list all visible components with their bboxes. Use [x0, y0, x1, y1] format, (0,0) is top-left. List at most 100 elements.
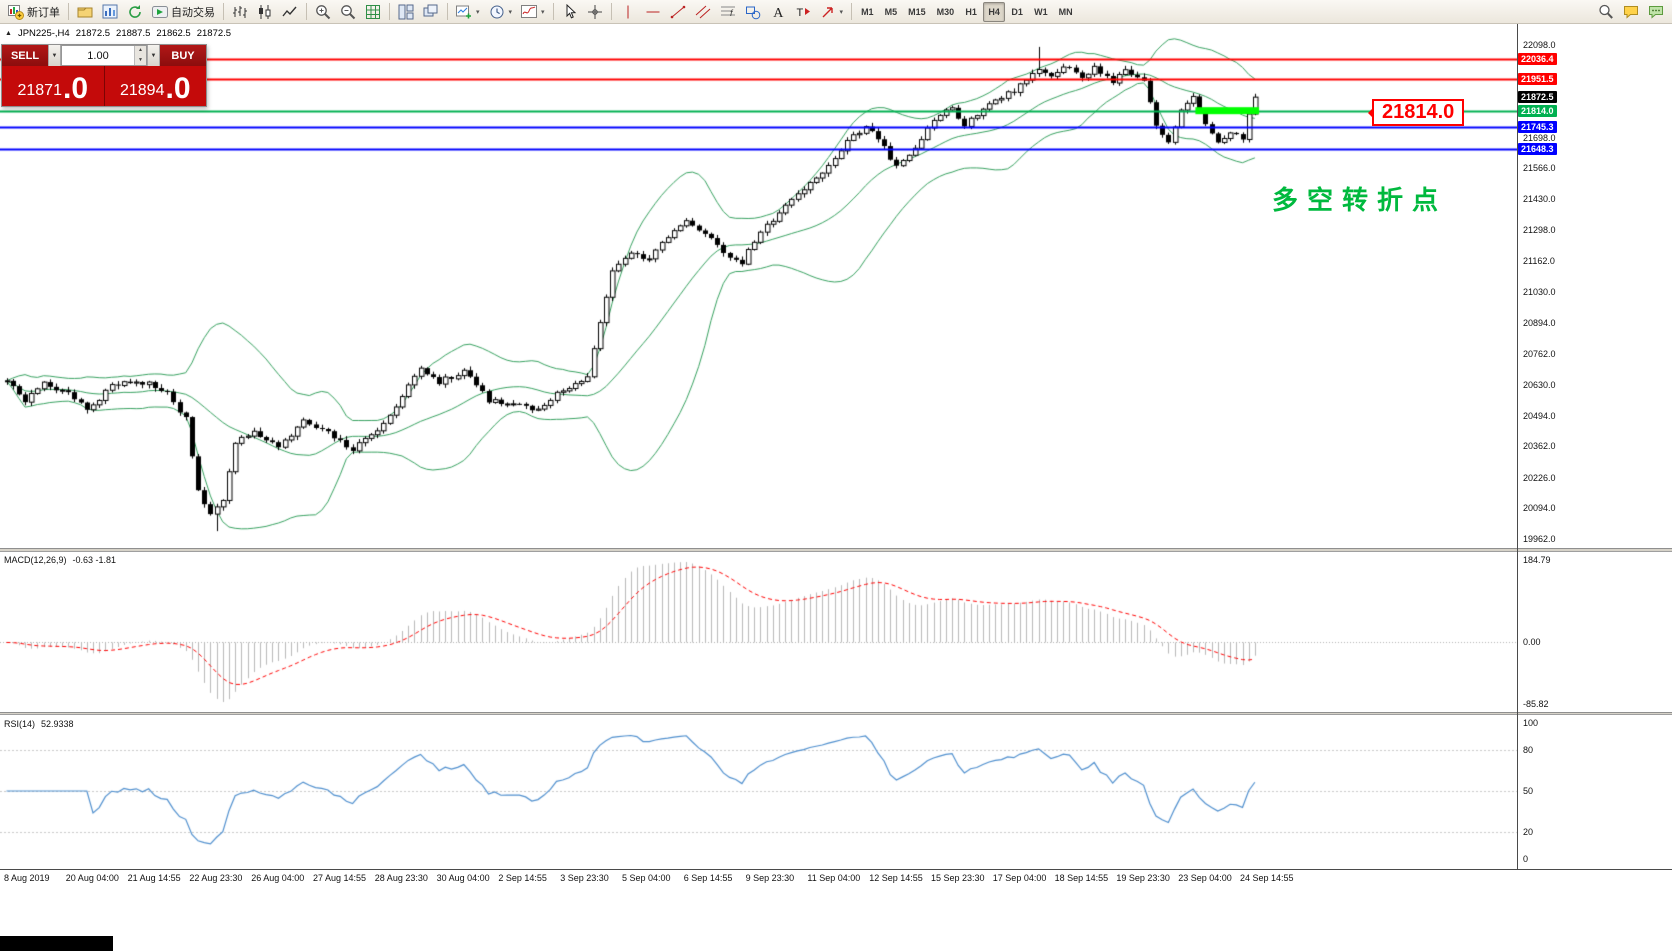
market-watch-button[interactable]	[98, 2, 122, 22]
timeframe-w1-button[interactable]: W1	[1034, 6, 1048, 17]
autotrading-button[interactable]: 自动交易	[148, 2, 219, 22]
chat-button[interactable]	[1619, 2, 1643, 22]
charts-profile-button[interactable]	[73, 2, 97, 22]
time-axis-label: 23 Sep 04:00	[1178, 873, 1232, 883]
time-axis-label: 11 Sep 04:00	[807, 873, 861, 883]
mql5-community-button[interactable]	[1644, 2, 1668, 22]
arrows-tool-button[interactable]: ▾	[816, 2, 848, 22]
timeframe-m30-button[interactable]: M30	[936, 6, 955, 17]
volume-down-button[interactable]: ▼	[135, 55, 146, 65]
rsi-canvas[interactable]	[0, 715, 1517, 869]
sell-price-button[interactable]: 21871.0	[2, 66, 105, 106]
time-axis-label: 30 Aug 04:00	[436, 873, 490, 883]
text-tool-button[interactable]: A	[766, 2, 790, 22]
sell-options-caret-icon[interactable]: ▼	[48, 45, 61, 66]
timeframe-h1-button[interactable]: H1	[965, 6, 977, 17]
candlestick-mode-icon	[257, 4, 273, 20]
macd-panel-separator[interactable]	[0, 548, 1672, 552]
time-axis-label: 8 Aug 2019	[4, 873, 50, 883]
text-label-tool-button[interactable]: T	[791, 2, 815, 22]
toolbar-separator	[389, 3, 390, 20]
data-refresh-button[interactable]	[123, 2, 147, 22]
zoom-in-button[interactable]	[311, 2, 335, 22]
text-tool-icon: A	[770, 4, 786, 20]
zoom-out-button[interactable]	[336, 2, 360, 22]
volume-spinner: ▲ ▼	[134, 46, 146, 65]
time-axis-label: 15 Sep 23:30	[931, 873, 985, 883]
cursor-tool-button[interactable]	[558, 2, 582, 22]
tile-windows-button[interactable]	[394, 2, 418, 22]
arrows-tool-caret-icon[interactable]: ▾	[839, 8, 844, 16]
text-label-tool-icon: T	[795, 4, 811, 20]
chart-grid-button[interactable]	[361, 2, 385, 22]
timeframe-h4-button[interactable]: H4	[983, 1, 1006, 22]
cursor-tool-icon	[562, 3, 578, 20]
price-tick-label: 20494.0	[1523, 410, 1556, 421]
timeframe-d1-button[interactable]: D1	[1011, 6, 1023, 17]
buy-price-main: 21894	[119, 82, 165, 99]
bar-chart-mode-button[interactable]	[228, 2, 252, 22]
price-tick-label: 21430.0	[1523, 194, 1556, 205]
vertical-line-tool-button[interactable]	[616, 2, 640, 22]
rsi-name: RSI(14)	[4, 719, 36, 729]
rsi-panel-separator[interactable]	[0, 712, 1672, 715]
chart-periods-button[interactable]: ▾	[485, 2, 517, 22]
bar-chart-mode-icon	[232, 4, 248, 20]
new-order-button[interactable]: 新订单	[4, 2, 64, 22]
arrange-windows-button[interactable]	[419, 2, 443, 22]
equidistant-channel-tool-button[interactable]	[691, 2, 715, 22]
line-chart-mode-button[interactable]	[278, 2, 302, 22]
price-tick-label: 19962.0	[1523, 534, 1556, 544]
shapes-tool-button[interactable]	[741, 2, 765, 22]
timeframe-m5-button[interactable]: M5	[884, 6, 898, 17]
price-tick-label: 20362.0	[1523, 441, 1556, 452]
timeframe-m15-button[interactable]: M15	[908, 6, 926, 17]
rsi-axis-label: 80	[1523, 745, 1534, 756]
volume-up-button[interactable]: ▲	[135, 46, 146, 56]
fibonacci-tool-button[interactable]: f	[716, 2, 740, 22]
price-tick-label: 20630.0	[1523, 379, 1556, 390]
line-chart-mode-icon	[282, 4, 298, 20]
main-toolbar: 新订单 自动交易 ▾ ▾ ▾ f A T ▾ M1 M5 M15 M30 H1 H4 D1 W1 MN	[0, 0, 1672, 24]
crosshair-tool-button[interactable]	[583, 2, 607, 22]
toolbar-separator	[552, 3, 554, 20]
price-level-label: 21951.5	[1518, 72, 1557, 85]
timeframe-m1-button[interactable]: M1	[861, 6, 874, 17]
volume-input[interactable]	[62, 46, 134, 65]
macd-canvas[interactable]	[0, 552, 1517, 712]
buy-button[interactable]: BUY	[160, 45, 206, 66]
indicators-list-caret-icon[interactable]: ▾	[541, 8, 545, 16]
macd-max-label: 184.79	[1523, 555, 1551, 565]
price-level-label: 21648.3	[1518, 143, 1557, 155]
symbol-period: JPN225-,H4	[17, 28, 70, 39]
toolbar-separator	[447, 3, 448, 20]
new-chart-caret-icon[interactable]: ▾	[476, 8, 480, 16]
time-axis-label: 6 Sep 14:55	[683, 873, 733, 883]
chart-periods-caret-icon[interactable]: ▾	[508, 8, 513, 16]
time-axis-label: 12 Sep 14:55	[869, 873, 923, 883]
svg-text:A: A	[773, 6, 784, 20]
time-axis-label: 28 Aug 23:30	[374, 873, 428, 883]
time-axis-label: 9 Sep 23:30	[745, 873, 795, 883]
autotrading-label: 自动交易	[171, 6, 215, 19]
time-axis-label: 2 Sep 14:55	[498, 873, 547, 883]
price-tick-label: 21162.0	[1523, 256, 1555, 267]
horizontal-line-tool-button[interactable]	[641, 2, 665, 22]
price-tick-label: 21698.0	[1523, 132, 1556, 143]
indicators-list-button[interactable]: ▾	[517, 2, 549, 22]
candlestick-mode-button[interactable]	[253, 2, 277, 22]
trendline-tool-button[interactable]	[666, 2, 690, 22]
time-axis-label: 19 Sep 23:30	[1116, 873, 1170, 883]
shapes-tool-icon	[745, 4, 761, 20]
symbol-collapse-icon[interactable]: ▲	[5, 30, 12, 37]
buy-price-button[interactable]: 21894.0	[104, 66, 206, 106]
price-tick-label: 21566.0	[1523, 163, 1556, 174]
buy-options-caret-icon[interactable]: ▼	[147, 45, 160, 66]
price-callout[interactable]: 21814.0	[1367, 99, 1465, 126]
search-button[interactable]	[1594, 2, 1618, 22]
timeframe-mn-button[interactable]: MN	[1058, 6, 1073, 17]
sell-button[interactable]: SELL	[2, 45, 48, 66]
new-chart-button[interactable]: ▾	[452, 2, 484, 22]
price-chart-canvas[interactable]	[0, 24, 1517, 548]
horizontal-line-tool-icon	[645, 4, 661, 20]
